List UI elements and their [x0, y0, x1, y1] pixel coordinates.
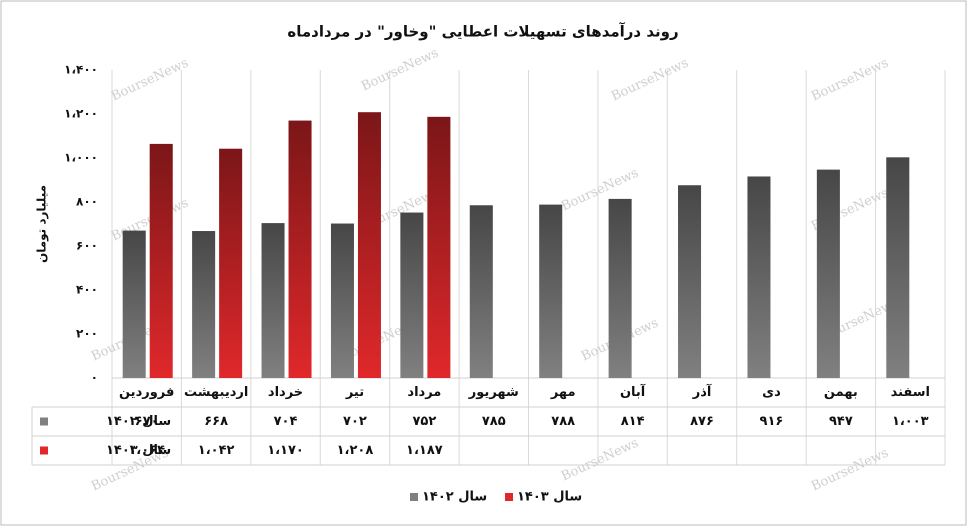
table-value: ۱،۰۴۲ — [198, 443, 235, 458]
y-tick-label: ۴۰۰ — [76, 283, 98, 297]
table-value: ۸۷۶ — [690, 414, 714, 429]
table-value: ۱،۰۶۴ — [128, 443, 165, 458]
y-tick-label: ۱،۰۰۰ — [64, 151, 98, 165]
bar-shade — [608, 198, 632, 378]
x-tick-label: مرداد — [407, 385, 441, 400]
y-tick-label: ۸۰۰ — [76, 195, 98, 209]
bar-shade — [122, 230, 146, 378]
legend-swatch — [410, 493, 418, 501]
bar-shade — [192, 231, 216, 378]
chart-title: روند درآمدهای تسهیلات اعطایی "وخاور" در … — [287, 23, 678, 41]
row-header: سال ۱۴۰۲ — [106, 414, 171, 429]
legend-swatch — [40, 446, 48, 455]
row-header: سال ۱۴۰۳ — [106, 443, 171, 458]
bar-shade — [469, 205, 493, 378]
table-value: ۶۷۰ — [135, 414, 159, 429]
y-tick-label: ۰ — [91, 371, 98, 385]
x-tick-label: بهمن — [824, 385, 858, 400]
bar-shade — [261, 223, 285, 378]
bar-shade — [427, 116, 451, 379]
table-value: ۱،۰۰۳ — [892, 414, 929, 429]
table-value: ۶۶۸ — [204, 414, 228, 429]
y-tick-label: ۶۰۰ — [76, 239, 98, 253]
table-value: ۹۱۶ — [760, 414, 784, 429]
table-value: ۱،۱۷۰ — [267, 443, 304, 458]
bar-shade — [886, 157, 910, 378]
x-tick-label: اردیبهشت — [184, 385, 248, 400]
y-tick-label: ۱،۲۰۰ — [64, 107, 98, 121]
x-tick-label: مهر — [550, 385, 576, 400]
x-tick-label: فروردین — [119, 385, 174, 400]
table-value: ۹۴۷ — [829, 414, 853, 429]
bar-shade — [400, 212, 424, 378]
table-value: ۷۸۸ — [551, 414, 575, 429]
table-value: ۷۰۴ — [274, 414, 298, 429]
x-tick-label: خرداد — [268, 385, 303, 400]
legend-swatch — [505, 493, 513, 501]
x-tick-label: آبان — [620, 383, 646, 400]
legend-label: سال ۱۴۰۲ — [422, 490, 487, 505]
bar-shade — [747, 176, 771, 378]
table-value: ۱،۱۸۷ — [406, 443, 443, 458]
y-tick-label: ۲۰۰ — [76, 327, 98, 341]
bar-shade — [330, 223, 354, 378]
x-tick-label: آذر — [692, 383, 712, 400]
bar-shade — [219, 148, 243, 378]
table-value: ۷۸۵ — [482, 414, 506, 429]
bar-shade — [357, 112, 381, 379]
legend-label: سال ۱۴۰۳ — [517, 490, 582, 505]
bar-shade — [816, 169, 840, 378]
x-tick-label: اسفند — [891, 385, 930, 400]
x-tick-label: دی — [762, 385, 781, 400]
bar-shade — [539, 204, 563, 378]
table-value: ۸۱۴ — [621, 414, 645, 429]
x-tick-label: تیر — [345, 385, 364, 400]
table-value: ۷۰۲ — [343, 414, 367, 429]
y-tick-label: ۱،۴۰۰ — [64, 63, 98, 77]
legend-swatch — [40, 417, 48, 426]
bar-shade — [678, 185, 702, 378]
x-tick-label: شهریور — [468, 385, 519, 400]
bar-shade — [288, 120, 312, 378]
table-value: ۷۵۲ — [412, 414, 436, 429]
table-value: ۱،۲۰۸ — [337, 443, 374, 458]
bar-shade — [149, 143, 173, 378]
y-axis-label: میلیارد تومان — [35, 185, 50, 263]
